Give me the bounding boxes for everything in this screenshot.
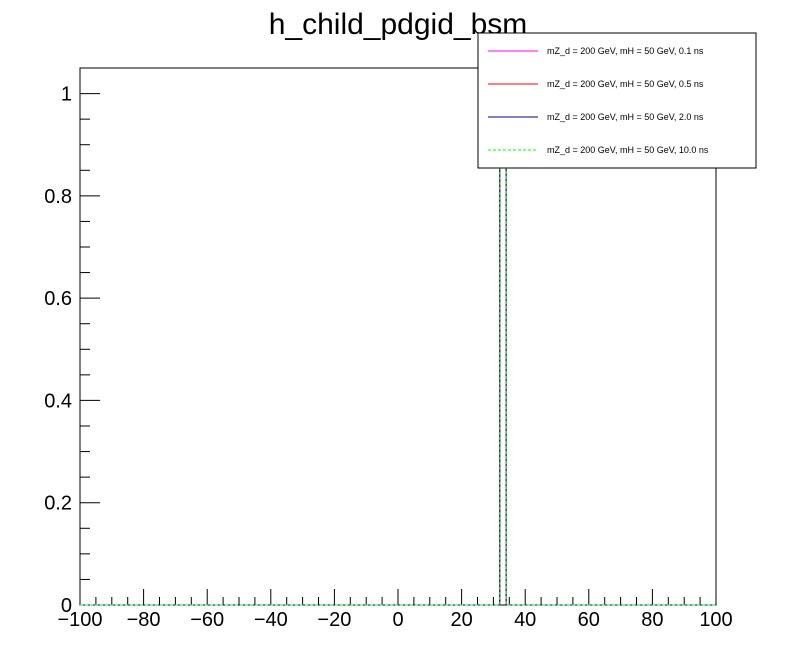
x-tick-label: −100 [57,609,102,631]
x-tick-label: 60 [578,609,600,631]
histogram-series [80,93,716,606]
x-tick-label: 0 [392,609,403,631]
legend-box [477,32,757,169]
x-tick-label: 100 [699,609,732,631]
x-tick-label: 20 [450,609,472,631]
legend-label-4: mZ_d = 200 GeV, mH = 50 GeV, 10.0 ns [547,145,709,155]
x-tick-label: −20 [317,609,351,631]
histogram-series-3 [80,93,716,606]
legend: mZ_d = 200 GeV, mH = 50 GeV, 0.1 ns mZ_d … [477,32,757,169]
x-axis-ticks: −100 −80 −60 −40 −20 0 20 40 60 80 100 [57,589,733,631]
y-tick-label: 0 [61,595,72,617]
y-tick-label: 0.6 [44,288,72,310]
histogram-series-2 [80,93,716,606]
legend-label-2: mZ_d = 200 GeV, mH = 50 GeV, 0.5 ns [547,79,704,89]
x-tick-label: 80 [641,609,663,631]
histogram-series-1 [80,93,716,606]
y-axis-ticks: 0 0.2 0.4 0.6 0.8 1 [44,67,100,617]
legend-label-1: mZ_d = 200 GeV, mH = 50 GeV, 0.1 ns [547,46,704,56]
y-tick-label: 0.8 [44,186,72,208]
y-tick-label: 1 [61,84,72,106]
y-tick-label: 0.2 [44,493,72,515]
x-tick-label: −60 [190,609,224,631]
x-tick-label: −40 [254,609,288,631]
x-tick-label: 40 [514,609,536,631]
y-tick-label: 0.4 [44,390,72,412]
histogram-series-4 [80,93,716,606]
legend-label-3: mZ_d = 200 GeV, mH = 50 GeV, 2.0 ns [547,112,704,122]
x-tick-label: −80 [127,609,161,631]
